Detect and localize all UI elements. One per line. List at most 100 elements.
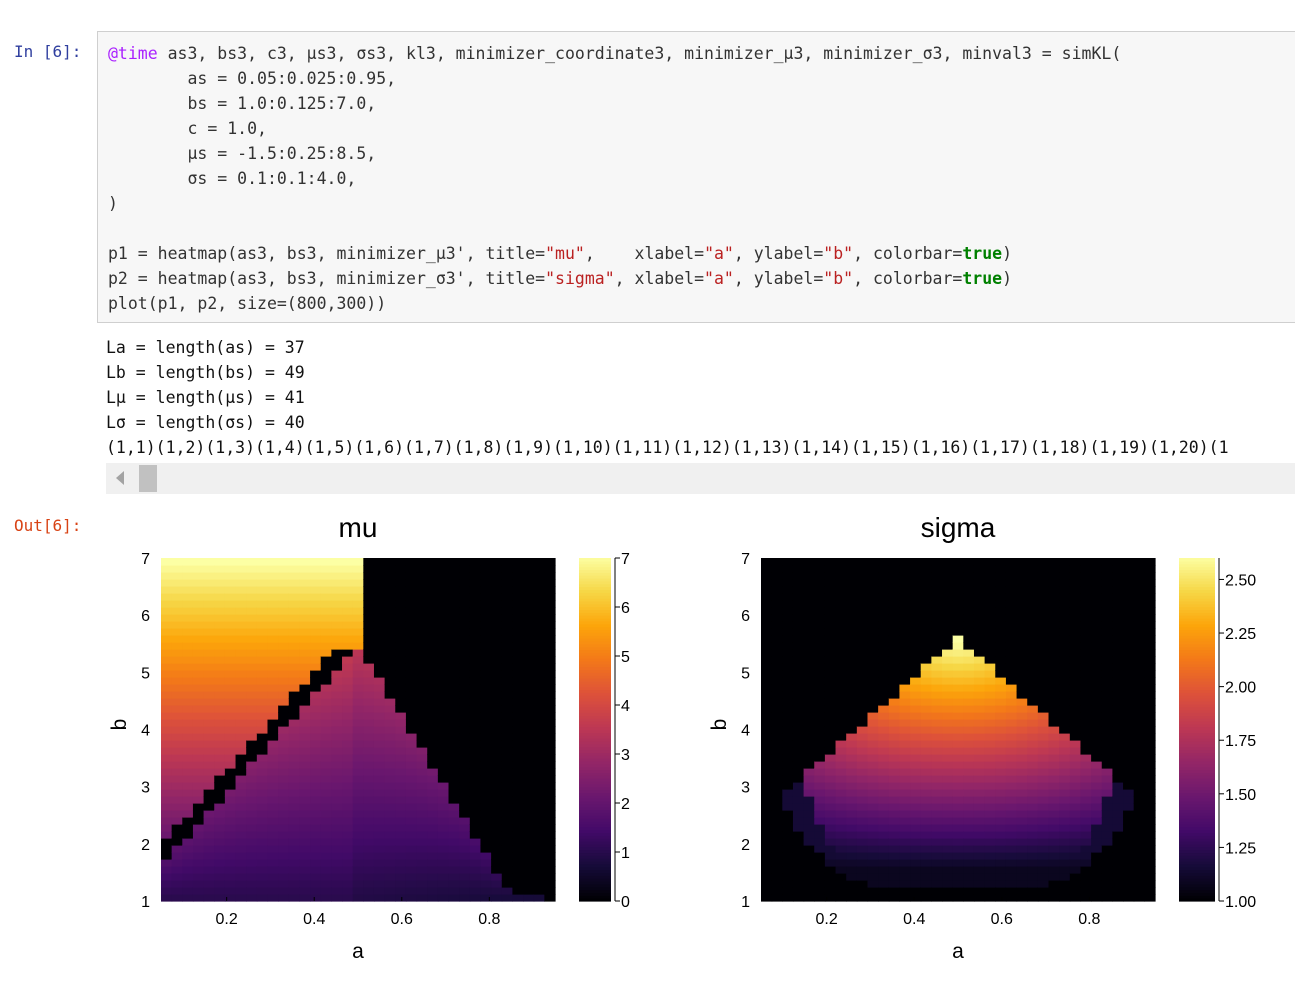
- heatmap-cell: [491, 579, 503, 587]
- heatmap-cell: [856, 866, 869, 874]
- heatmap-cell: [501, 572, 514, 580]
- heatmap-cell: [963, 593, 975, 601]
- heatmap-cell: [523, 880, 535, 888]
- heatmap-cell: [310, 733, 322, 741]
- heatmap-cell: [1048, 698, 1060, 706]
- heatmap-cell: [256, 684, 269, 692]
- heatmap-cell: [792, 628, 805, 636]
- heatmap-cell: [899, 873, 911, 881]
- heatmap-cell: [984, 635, 996, 643]
- heatmap-cell: [846, 628, 858, 636]
- heatmap-cell: [480, 754, 492, 762]
- heatmap-cell: [995, 628, 1007, 636]
- heatmap-cell: [161, 873, 173, 881]
- heatmap-cell: [416, 565, 428, 573]
- heatmap-cell: [1059, 635, 1071, 643]
- heatmap-cell: [792, 754, 805, 762]
- heatmap-cell: [1059, 572, 1071, 580]
- heatmap-cell: [1101, 747, 1114, 755]
- heatmap-cell: [867, 747, 879, 755]
- colorbar-segment: [1179, 829, 1215, 833]
- heatmap-cell: [995, 831, 1007, 839]
- heatmap-cell: [320, 789, 332, 797]
- heatmap-cell: [931, 894, 943, 902]
- colorbar-segment: [579, 652, 611, 656]
- heatmap-cell: [267, 859, 279, 867]
- heatmap-cell: [203, 677, 215, 685]
- code-token: , xlabel=: [614, 269, 705, 288]
- heatmap-cell: [1048, 852, 1060, 860]
- colorbar-segment: [1179, 826, 1215, 831]
- heatmap-cell: [824, 614, 837, 622]
- heatmap-cell: [782, 852, 794, 860]
- heatmap-cell: [192, 649, 205, 657]
- colorbar-segment: [579, 783, 611, 788]
- heatmap-cell: [910, 621, 922, 629]
- heatmap-cell: [182, 859, 194, 867]
- colorbar-segment: [1179, 649, 1215, 653]
- heatmap-cell: [395, 635, 407, 643]
- heatmap-cell: [512, 698, 524, 706]
- heatmap-cell: [363, 684, 375, 692]
- heatmap-cell: [899, 614, 911, 622]
- heatmap-cell: [792, 894, 805, 902]
- heatmap-cell: [523, 733, 535, 741]
- scroll-left-arrow-icon[interactable]: [116, 471, 124, 485]
- heatmap-cell: [214, 726, 226, 734]
- colorbar-segment: [579, 572, 611, 576]
- heatmap-cell: [267, 607, 279, 615]
- heatmap-cell: [846, 803, 858, 811]
- heatmap-cell: [288, 803, 301, 811]
- heatmap-cell: [888, 831, 901, 839]
- heatmap-cell: [427, 740, 439, 748]
- code-cell[interactable]: @time as3, bs3, c3, µs3, σs3, kl3, minim…: [97, 31, 1295, 323]
- heatmap-cell: [1005, 810, 1018, 818]
- heatmap-cell: [888, 894, 901, 902]
- heatmap-cell: [761, 698, 773, 706]
- heatmap-cell: [782, 677, 794, 685]
- heatmap-cell: [235, 649, 247, 657]
- heatmap-cell: [533, 761, 545, 769]
- heatmap-cell: [995, 796, 1007, 804]
- heatmap-cell: [342, 859, 354, 867]
- colorbar-segment: [1179, 895, 1215, 899]
- heatmap-cell: [814, 705, 826, 713]
- heatmap-cell: [203, 572, 215, 580]
- heatmap-cell: [1016, 733, 1028, 741]
- heatmap-cell: [203, 635, 215, 643]
- heatmap-cell: [1069, 747, 1082, 755]
- heatmap-cell: [1027, 565, 1039, 573]
- heatmap-cell: [331, 789, 343, 797]
- heatmap-cell: [437, 663, 450, 671]
- heatmap-cell: [771, 740, 783, 748]
- heatmap-cell: [352, 740, 364, 748]
- heatmap-cell: [459, 572, 471, 580]
- heatmap-cell: [899, 894, 911, 902]
- heatmap-cell: [363, 579, 375, 587]
- heatmap-cell: [501, 600, 514, 608]
- heatmap-cell: [224, 796, 237, 804]
- heatmap-cell: [182, 621, 194, 629]
- heatmap-cell: [320, 740, 332, 748]
- heatmap-cell: [1133, 565, 1145, 573]
- heatmap-cell: [544, 845, 556, 853]
- heatmap-cell: [384, 705, 396, 713]
- heatmap-cell: [1123, 719, 1135, 727]
- heatmap-cell: [405, 747, 418, 755]
- heatmap-cell: [214, 586, 226, 594]
- heatmap-cell: [267, 565, 279, 573]
- heatmap-cell: [469, 705, 482, 713]
- heatmap-cell: [910, 712, 922, 720]
- heatmap-cell: [501, 803, 514, 811]
- heatmap-cell: [310, 656, 322, 664]
- scrollbar-thumb[interactable]: [139, 465, 157, 492]
- heatmap-cell: [203, 831, 215, 839]
- heatmap-cell: [203, 719, 215, 727]
- heatmap-cell: [384, 747, 396, 755]
- horizontal-scrollbar[interactable]: [106, 463, 1295, 494]
- heatmap-cell: [384, 656, 396, 664]
- heatmap-cell: [384, 817, 396, 825]
- heatmap-cell: [246, 565, 258, 573]
- heatmap-cell: [256, 656, 269, 664]
- heatmap-cell: [416, 859, 428, 867]
